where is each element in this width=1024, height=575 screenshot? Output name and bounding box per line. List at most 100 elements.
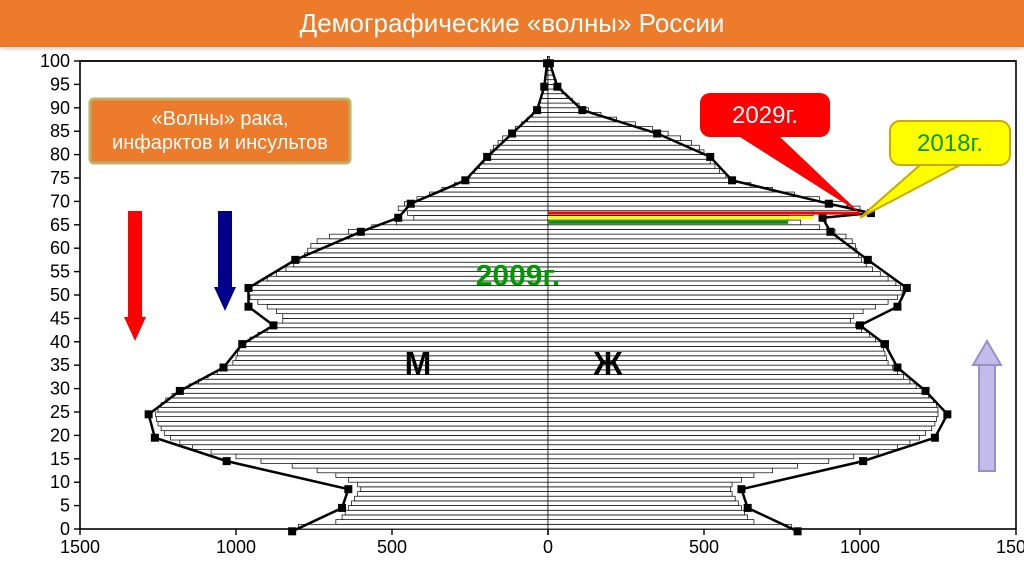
x-tick-label: 0	[543, 537, 553, 557]
y-tick-label: 50	[50, 285, 70, 305]
female-bar	[548, 318, 851, 323]
orange-box-line2: инфарктов и инсультов	[112, 132, 328, 154]
arrow-head	[214, 287, 236, 311]
profile-marker	[533, 106, 541, 114]
profile-marker	[744, 504, 752, 512]
male-bar	[277, 309, 548, 314]
female-bar	[548, 267, 872, 272]
female-bar	[548, 183, 751, 188]
male-bar	[345, 510, 548, 515]
female-bar	[548, 206, 860, 211]
female-bar	[548, 417, 936, 422]
x-tick-label: 500	[689, 537, 719, 557]
male-bar	[158, 407, 548, 412]
y-tick-label: 100	[40, 51, 70, 71]
female-bar	[548, 98, 572, 103]
male-bar	[417, 197, 548, 202]
female-bar	[548, 426, 932, 431]
male-bar	[277, 323, 548, 328]
profile-marker	[269, 321, 277, 329]
male-bar	[170, 435, 548, 440]
y-tick-label: 10	[50, 472, 70, 492]
callout-yellow-tail	[860, 165, 960, 218]
female-bar	[548, 309, 863, 314]
female-bar	[548, 201, 848, 206]
y-tick-label: 15	[50, 449, 70, 469]
profile-marker	[394, 214, 402, 222]
male-bar	[267, 304, 548, 309]
male-bar	[239, 346, 548, 351]
arrow-head	[124, 317, 146, 341]
y-tick-label: 55	[50, 262, 70, 282]
male-bar	[166, 398, 548, 403]
female-bar	[548, 440, 910, 445]
female-bar	[548, 276, 888, 281]
male-bar	[211, 449, 548, 454]
x-tick-label: 1500	[996, 537, 1024, 557]
male-bar	[408, 211, 548, 216]
male-bar	[464, 178, 548, 183]
male-bar	[475, 169, 548, 174]
female-bar	[548, 515, 748, 520]
male-bar	[372, 225, 548, 230]
female-bar	[548, 173, 726, 178]
female-bar	[548, 258, 862, 263]
x-tick-label: 1000	[840, 537, 880, 557]
male-bar	[479, 164, 548, 169]
female-bar	[548, 389, 922, 394]
female-bar	[548, 403, 936, 408]
male-bar	[317, 468, 548, 473]
x-tick-label: 1000	[216, 537, 256, 557]
female-bar	[548, 197, 819, 202]
female-bar	[548, 178, 735, 183]
profile-marker	[859, 457, 867, 465]
male-bar	[398, 206, 548, 211]
female-bar	[548, 323, 855, 328]
profile-marker	[223, 457, 231, 465]
y-tick-label: 5	[60, 496, 70, 516]
male-bar	[487, 155, 548, 160]
profile-marker	[706, 153, 714, 161]
arrow-shaft	[128, 211, 142, 317]
y-tick-label: 40	[50, 332, 70, 352]
male-bar	[199, 379, 548, 384]
male-bar	[283, 318, 548, 323]
profile-marker	[176, 387, 184, 395]
male-bar	[161, 426, 548, 431]
y-tick-label: 85	[50, 121, 70, 141]
profile-marker	[881, 340, 889, 348]
profile-marker	[357, 228, 365, 236]
male-bar	[158, 421, 548, 426]
male-bar	[236, 356, 548, 361]
profile-marker	[483, 153, 491, 161]
male-bar	[180, 440, 548, 445]
male-bar	[470, 173, 548, 178]
male-bar	[429, 192, 548, 197]
female-bar	[548, 524, 791, 529]
profile-marker	[338, 504, 346, 512]
female-bar	[548, 501, 738, 506]
female-bar	[548, 300, 888, 305]
male-bar	[164, 431, 548, 436]
up-arrow-head	[973, 341, 1001, 365]
female-label: Ж	[593, 346, 624, 382]
male-bar	[348, 229, 548, 234]
female-bar	[548, 229, 835, 234]
y-tick-label: 70	[50, 191, 70, 211]
female-bar	[548, 431, 926, 436]
female-bar	[548, 262, 866, 267]
female-bar	[548, 244, 855, 249]
x-tick-label: 500	[377, 537, 407, 557]
male-bar	[336, 520, 548, 525]
y-tick-label: 35	[50, 355, 70, 375]
profile-marker	[461, 176, 469, 184]
male-bar	[336, 473, 548, 478]
male-bar	[490, 150, 548, 155]
callout-red-label: 2029г.	[732, 102, 798, 129]
page-title: Демографические «волны» России	[0, 0, 1024, 47]
male-bar	[361, 487, 548, 492]
x-tick-label: 1500	[60, 537, 100, 557]
female-bar	[548, 155, 707, 160]
profile-marker	[825, 200, 833, 208]
female-bar	[548, 398, 933, 403]
